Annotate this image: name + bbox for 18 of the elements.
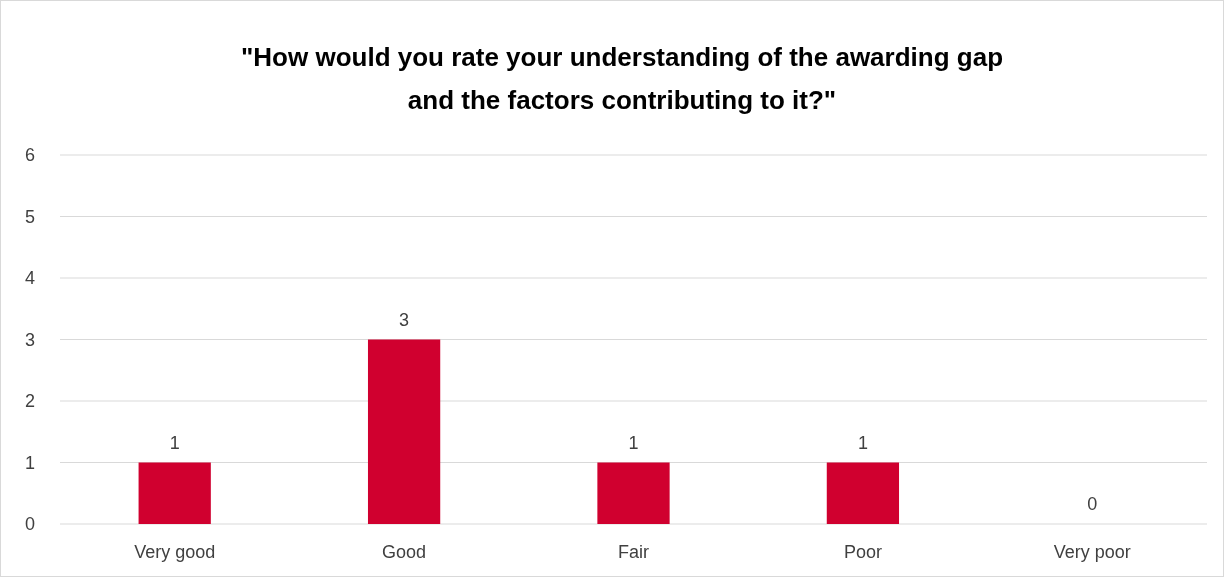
data-label: 1: [169, 432, 180, 453]
x-tick-label: Poor: [843, 542, 882, 562]
chart-title: "How would you rate your understanding of the awarding gap and the factors contributing to it?": [240, 42, 1004, 115]
y-tick-label: 4: [24, 268, 36, 289]
x-tick-label: Very poor: [1053, 542, 1131, 562]
x-tick-label: Fair: [618, 542, 649, 562]
y-tick-label: 2: [24, 391, 36, 412]
x-tick-label: Good: [382, 542, 427, 562]
data-label: 0: [1087, 494, 1098, 514]
data-label: 1: [628, 432, 639, 453]
y-tick-label: 1: [24, 452, 36, 473]
y-tick-label: 6: [24, 145, 36, 166]
y-tick-label: 0: [24, 514, 36, 535]
data-label: 3: [399, 309, 410, 330]
y-tick-label: 3: [24, 329, 36, 350]
data-label: 1: [857, 432, 868, 453]
y-tick-label: 5: [24, 206, 36, 227]
x-tick-label: Very good: [134, 542, 216, 562]
